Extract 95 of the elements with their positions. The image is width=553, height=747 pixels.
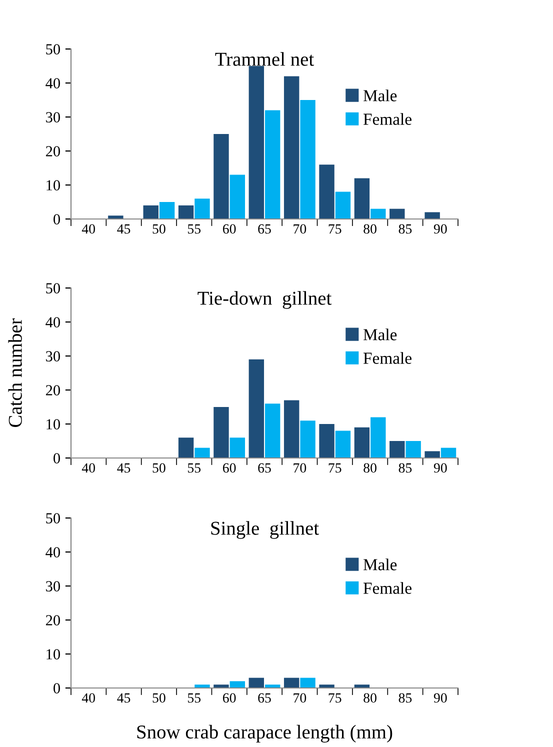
bar [424,212,440,219]
y-tick-label: 40 [46,78,60,88]
bar [354,178,370,219]
bar [354,427,370,458]
x-tick-label: 85 [398,463,412,473]
bar [390,441,405,458]
bar [390,208,405,219]
y-tick-label: 40 [46,547,60,558]
bar [143,205,158,219]
x-tick-label: 90 [434,224,447,234]
x-tick-label: 80 [364,693,376,703]
y-tick-label: 50 [46,513,60,524]
x-tick-label: 80 [364,463,376,473]
y-tick-label: 20 [46,385,60,396]
x-tick-label: 70 [294,463,306,473]
chart-title: Trammel net [215,52,314,66]
bar [264,110,280,219]
y-tick-label: 10 [46,419,60,430]
bar [319,164,334,219]
x-tick-label: 90 [434,463,447,473]
x-tick-label: 75 [328,224,342,234]
y-tick-label: 20 [46,615,60,626]
x-tick-label: 60 [222,463,236,473]
x-axis-title: Snow crab carapace length (mm) [137,724,392,743]
y-tick-label: 20 [46,146,60,156]
bar [214,407,229,458]
x-tick-label: 85 [398,224,412,234]
x-tick-label: 70 [294,224,306,234]
bar [284,76,300,219]
x-tick-label: 45 [117,463,130,473]
y-tick-label: 40 [46,317,60,328]
bar [300,420,316,458]
x-tick-label: 40 [82,463,96,473]
bar [335,430,351,458]
bar [178,205,194,219]
x-tick-label: 40 [82,693,96,703]
y-tick-label: 50 [46,283,60,294]
x-tick-label: 70 [294,693,306,703]
y-tick-label: 30 [46,112,60,122]
y-tick-label: 10 [46,649,60,660]
chart-title: Tie-down gillnet [198,291,332,309]
y-axis-title: Catch number [8,318,22,428]
x-tick-label: 50 [152,224,166,234]
y-tick-label: 30 [46,351,60,362]
x-tick-label: 40 [82,224,96,234]
bar [370,208,386,219]
legend-label: Male [363,558,397,570]
x-tick-label: 85 [398,693,412,703]
x-tick-label: 60 [222,693,236,703]
x-tick-label: 90 [434,693,447,703]
bar [230,438,246,458]
y-tick-label: 50 [46,44,60,54]
bar [194,198,210,219]
y-tick-label: 10 [46,180,60,190]
x-tick-label: 80 [364,224,376,234]
x-tick-label: 65 [258,693,271,703]
x-tick-label: 50 [152,463,166,473]
x-tick-label: 75 [328,693,342,703]
legend-label: Female [363,113,412,125]
x-tick-label: 60 [222,224,236,234]
y-tick-label: 0 [54,453,60,464]
x-tick-label: 75 [328,463,342,473]
x-tick-label: 45 [117,693,130,703]
bar [248,66,264,219]
legend-label: Male [363,328,397,340]
y-tick-label: 0 [54,683,60,694]
bar [230,174,246,219]
y-tick-label: 30 [46,581,60,592]
bar [319,424,334,458]
x-tick-label: 65 [258,224,271,234]
chart-title: Single gillnet [211,521,319,539]
bar [264,404,280,458]
legend-label: Female [363,352,412,364]
x-tick-label: 65 [258,463,271,473]
x-tick-label: 45 [117,224,130,234]
bar [194,448,210,458]
x-tick-label: 55 [188,224,201,234]
bar [214,134,229,219]
x-tick-label: 55 [188,463,201,473]
x-tick-label: 50 [152,693,166,703]
bar [248,359,264,458]
bar [335,192,351,219]
bar [440,448,456,458]
bar [108,216,124,219]
bar [370,417,386,458]
bar [424,451,440,458]
bar [178,438,194,458]
x-tick-label: 55 [188,693,201,703]
y-tick-label: 0 [54,214,60,224]
bar [159,202,175,219]
legend-label: Female [363,582,412,594]
bar [284,400,300,458]
bar [406,441,421,458]
legend-label: Male [363,90,397,102]
bar [300,100,316,219]
